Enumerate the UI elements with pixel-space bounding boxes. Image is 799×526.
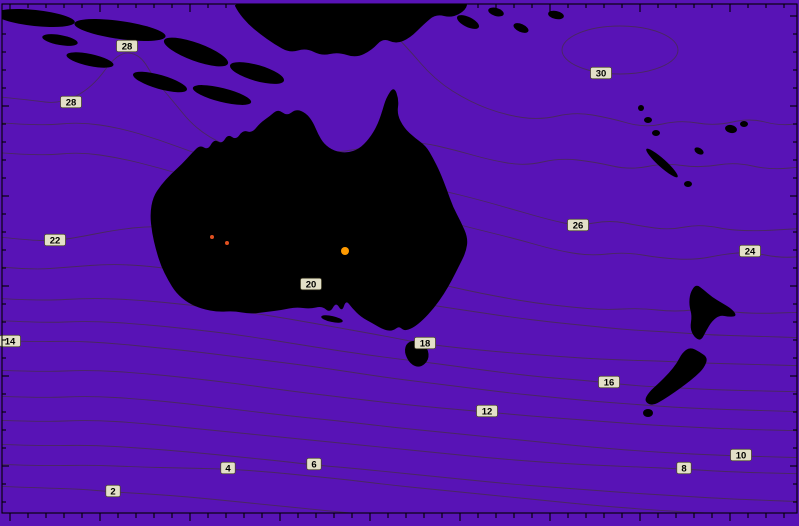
contour-label: 16 [598,375,620,389]
land-island [740,121,748,127]
contour-label-text: 16 [604,377,615,388]
contour-label: 12 [476,404,498,418]
land-island [684,181,692,187]
contour-label-box [567,218,589,232]
land-island [638,105,644,111]
contour-label-text: 4 [225,463,231,474]
contour-line-2 [2,486,355,513]
contour-label-text: 8 [681,463,686,474]
land-island [456,15,480,29]
contour-line-6 [2,444,797,502]
contour-label: 24 [739,244,761,258]
contour-label-box [220,461,236,475]
land-island [66,52,114,68]
contour-label: 18 [414,336,436,350]
contour-label-box [476,404,498,418]
land-island [644,117,652,123]
contour-label: 20 [300,277,322,291]
contour-label-text: 14 [5,336,16,347]
contour-label-box [116,39,138,53]
contour-line-30 [352,4,797,127]
land-australia [150,89,468,331]
contour-line-14 [2,340,797,413]
contour-label-text: 6 [311,459,316,470]
inland-marker [225,241,229,245]
contour-label: 28 [116,39,138,53]
contour-labels: 28 28 30 26 24 22 20 18 16 14 12 10 8 6 4 2 [0,39,761,498]
land-island [488,7,504,17]
contour-label-box [598,375,620,389]
contour-label-box [414,336,436,350]
contour-label: 8 [676,461,692,475]
closed-contour-30 [561,25,679,75]
contour-label-box [300,277,322,291]
land-island [74,19,166,41]
contour-label-text: 24 [745,246,756,257]
land-island [42,34,78,46]
land-island [725,124,737,134]
contour-label-box [306,457,322,471]
land-new-zealand-north [689,285,736,340]
contour-label-text: 18 [420,338,431,349]
land-island [2,9,75,27]
contour-line-8 [2,419,797,475]
contour-label: 6 [306,457,322,471]
contour-label-text: 22 [50,235,61,246]
land-island [643,409,653,417]
contour-label-text: 10 [736,450,747,461]
contour-line-12 [2,369,797,432]
land-island [513,23,529,33]
contour-label-box [590,66,612,80]
contour-label-text: 26 [573,220,584,231]
contour-label: 14 [0,334,21,348]
inland-marker [210,235,214,239]
land-island [163,37,229,67]
land-island [694,147,704,155]
contour-line-4 [2,464,713,513]
land-island [192,85,252,105]
contour-label: 4 [220,461,236,475]
contour-label-text: 30 [596,68,607,79]
plot-frame-and-ticks [1,3,798,521]
contour-label-text: 28 [122,41,133,52]
contour-label: 10 [730,448,752,462]
contour-label-box [676,461,692,475]
land-island [435,4,455,14]
land-new-guinea [234,4,468,57]
contour-label-box [730,448,752,462]
contour-label: 30 [590,66,612,80]
contour-label: 22 [44,233,66,247]
contour-label: 26 [567,218,589,232]
inland-marker [341,247,349,255]
contour-label-box [44,233,66,247]
contour-label-text: 20 [306,279,317,290]
land-new-zealand-south [645,348,707,405]
contour-label: 28 [60,95,82,109]
land-island [133,71,187,93]
contour-label: 2 [105,484,121,498]
plot-frame [1,3,798,514]
land-island [229,62,285,84]
land-island [548,10,564,20]
contour-label-text: 12 [482,406,493,417]
landmasses [2,4,748,417]
contour-label-box [0,334,21,348]
land-island [321,315,343,323]
inland-markers [210,235,349,255]
contour-label-box [739,244,761,258]
contour-line-10 [2,395,797,459]
contour-label-text: 28 [66,97,77,108]
contour-label-box [105,484,121,498]
contour-label-box [60,95,82,109]
contour-label-text: 2 [110,486,115,497]
land-island [652,130,660,136]
land-island [646,148,678,178]
